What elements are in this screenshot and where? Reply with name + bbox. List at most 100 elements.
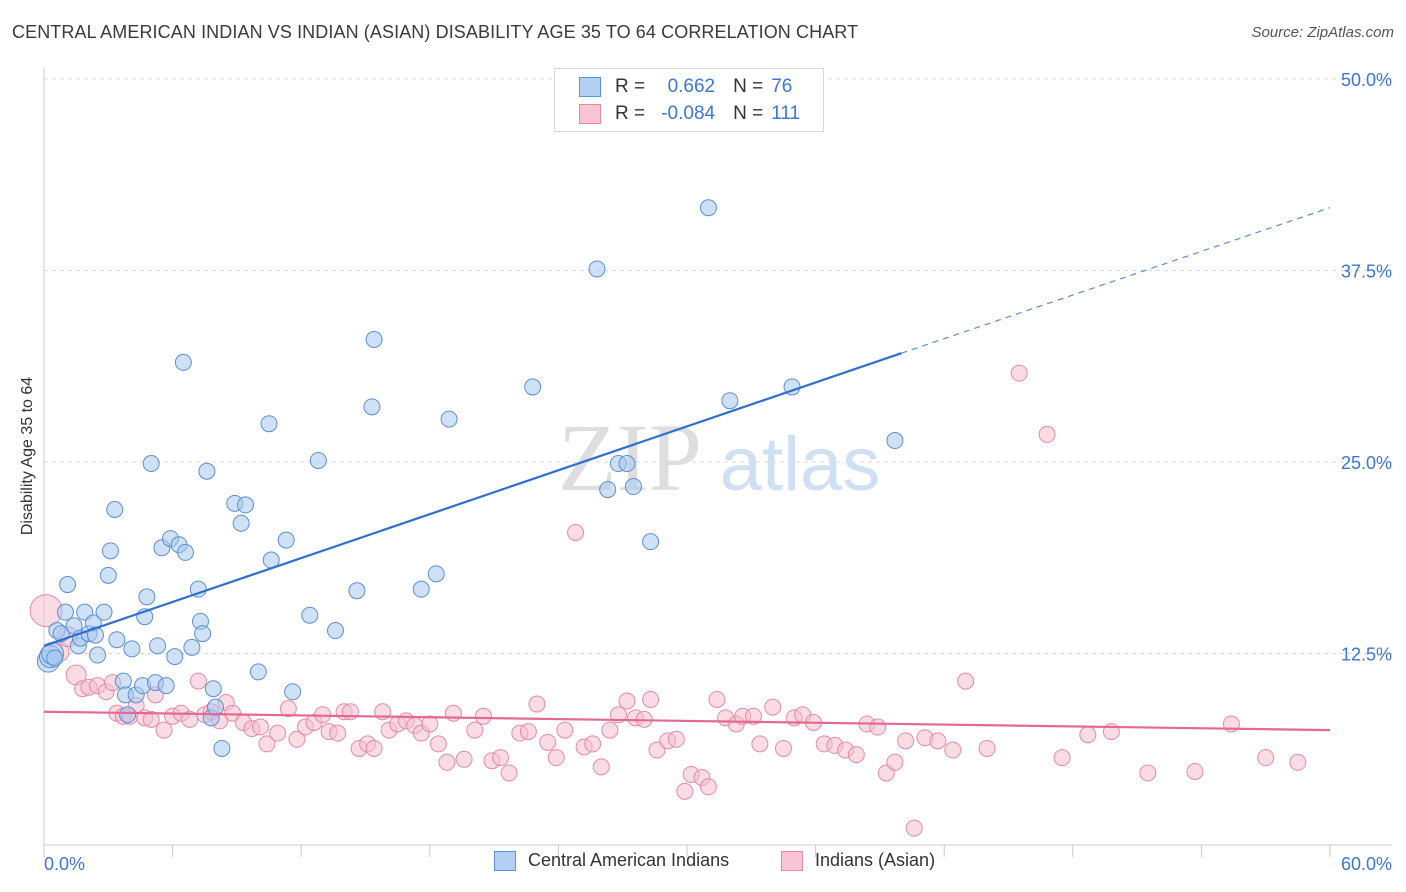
y-tick-label: 37.5% [1341,262,1392,282]
pink-point [142,710,160,728]
blue-point [183,638,201,656]
blue-point [99,566,117,584]
pink-point [905,819,923,837]
blue-point [618,455,636,473]
pink-point [365,739,383,757]
pink-point [438,753,456,771]
blue-point [142,455,160,473]
pink-point [584,735,602,753]
pink-point [329,724,347,742]
series-legend: Central American Indians Indians (Asian) [0,850,1406,878]
y-tick-label: 50.0% [1341,70,1392,90]
legend-r-value-blue: 0.662 [667,76,716,97]
pink-point [601,721,619,739]
pink-point [567,523,585,541]
legend-swatch-pink [579,104,601,124]
tick-labels: 12.5% 25.0% 37.5% 50.0% 0.0% 60.0% [44,70,1392,874]
pink-point [492,749,510,767]
blue-point [213,739,231,757]
pink-point [269,724,287,742]
blue-point [106,500,124,518]
blue-point [326,622,344,640]
pink-point [466,721,484,739]
blue-point [46,649,64,667]
blue-series-points [36,199,904,757]
legend-n-value-pink: 111 [771,103,801,124]
blue-point [249,663,267,681]
series-swatch-pink [781,850,803,871]
blue-point [277,531,295,549]
pink-point [421,715,439,733]
pink-point [1053,749,1071,767]
blue-point [86,626,104,644]
pink-point [699,778,717,796]
blue-point [176,543,194,561]
blue-point [204,680,222,698]
blue-point [95,603,113,621]
blue-point [599,481,617,499]
pink-point [774,739,792,757]
pink-point [500,764,518,782]
series-legend-item-pink: Indians (Asian) [781,850,935,871]
gridlines [44,78,1392,654]
pink-point [547,749,565,767]
series-label-pink: Indians (Asian) [815,850,936,870]
legend-n-label: N = [733,76,764,97]
blue-point [284,683,302,701]
pink-point [708,690,726,708]
blue-point [301,606,319,624]
blue-point [206,698,224,716]
pink-point [444,704,462,722]
pink-point [528,695,546,713]
blue-point [232,514,250,532]
blue-point [309,451,327,469]
pink-point [539,733,557,751]
pink-point [519,723,537,741]
axes [43,68,1392,857]
pink-series-points [29,364,1307,837]
blue-point [699,199,717,217]
trend-lines [43,207,1331,732]
blue-point [189,580,207,598]
blue-point [174,353,192,371]
blue-point [138,588,156,606]
pink-point [957,672,975,690]
pink-point [251,718,269,736]
pink-point [474,707,492,725]
pink-point [189,672,207,690]
blue-point [427,565,445,583]
legend-r-label: R = [615,103,646,124]
pink-point [592,758,610,776]
legend-n-label: N = [733,103,764,124]
blue-point [149,637,167,655]
pink-point [429,735,447,753]
pink-point [258,735,276,753]
blue-trend-line [43,352,902,647]
pink-trend-line [43,710,1331,732]
blue-point [348,582,366,600]
blue-point [260,415,278,433]
y-tick-label: 12.5% [1341,645,1392,665]
blue-point [119,706,137,724]
pink-point [764,698,782,716]
pink-point [667,730,685,748]
blue-point [101,542,119,560]
pink-point [279,700,297,718]
series-label-blue: Central American Indians [528,850,730,870]
blue-point [56,603,74,621]
blue-point [365,330,383,348]
blue-point [89,646,107,664]
legend-row-blue: R = 0.662 N = 76 [579,75,792,99]
pink-point [618,692,636,710]
pink-point [929,732,947,750]
blue-point [524,378,542,396]
pink-point [1079,726,1097,744]
blue-point [440,410,458,428]
pink-point [1186,762,1204,780]
pink-point [288,730,306,748]
legend-row-pink: R = -0.084 N = 111 [579,102,800,126]
blue-point [198,462,216,480]
blue-point [157,677,175,695]
pink-point [847,746,865,764]
